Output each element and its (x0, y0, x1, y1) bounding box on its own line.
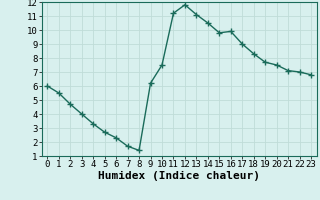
X-axis label: Humidex (Indice chaleur): Humidex (Indice chaleur) (98, 171, 260, 181)
